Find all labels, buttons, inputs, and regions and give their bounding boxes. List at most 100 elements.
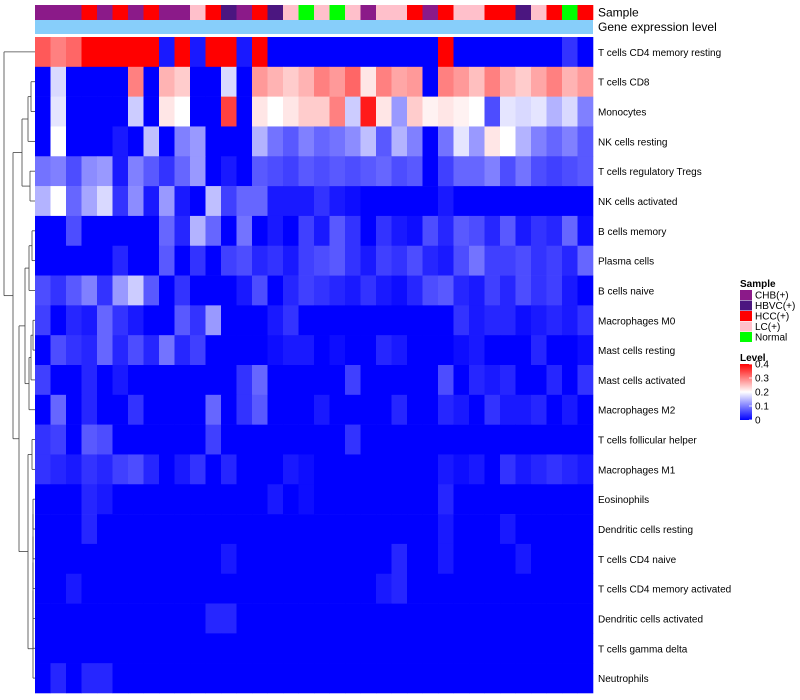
heatmap-cell <box>283 454 299 485</box>
heatmap-cell <box>469 66 485 97</box>
heatmap-cell <box>422 215 439 247</box>
sample-annotation-cell <box>469 5 485 20</box>
row-label: Dendritic cells resting <box>598 525 693 536</box>
heatmap-cell <box>407 96 423 127</box>
heatmap-cell <box>236 126 253 157</box>
heatmap-cell <box>205 603 222 634</box>
heatmap-cell <box>252 394 268 425</box>
heatmap-cell <box>35 365 51 396</box>
heatmap-cell <box>112 245 129 276</box>
heatmap-cell <box>453 305 470 336</box>
heatmap-cell <box>345 573 361 604</box>
heatmap-cell <box>329 186 346 217</box>
heatmap-cell <box>531 424 547 455</box>
heatmap-cell <box>360 66 377 97</box>
heatmap-cell <box>391 514 408 545</box>
sample-annotation-cell <box>360 5 377 20</box>
row-label: T cells CD4 naive <box>598 555 677 566</box>
row-label: B cells memory <box>598 227 666 238</box>
heatmap-cell <box>500 335 516 366</box>
sample-annotation-cell <box>531 5 547 20</box>
heatmap-cell <box>469 215 485 247</box>
heatmap-cell <box>531 454 547 485</box>
heatmap-cell <box>407 633 423 664</box>
heatmap-cell <box>97 603 113 634</box>
heatmap-cell <box>159 663 175 694</box>
heatmap-cell <box>159 305 175 336</box>
heatmap-cell <box>35 543 51 575</box>
heatmap-cell <box>252 66 268 97</box>
heatmap-cell <box>205 96 222 127</box>
heatmap-cell <box>190 633 206 664</box>
sample-legend-label: LC(+) <box>755 322 780 333</box>
heatmap-cell <box>438 365 454 396</box>
heatmap-cells <box>35 37 594 694</box>
heatmap-cell <box>190 37 206 68</box>
heatmap-cell <box>531 633 547 664</box>
heatmap-cell <box>422 663 439 694</box>
heatmap-cell <box>577 633 594 664</box>
heatmap-cell <box>562 275 578 306</box>
heatmap-cell <box>515 96 532 127</box>
heatmap-cell <box>50 215 67 247</box>
heatmap-cell <box>345 394 361 425</box>
heatmap-cell <box>376 573 392 604</box>
heatmap-cell <box>283 305 299 336</box>
heatmap-cell <box>174 66 191 97</box>
sample-annotation-cell <box>236 5 253 20</box>
heatmap-cell <box>159 126 175 157</box>
heatmap-cell <box>422 96 439 127</box>
sample-annotation-cell <box>267 5 284 20</box>
heatmap-cell <box>376 66 392 97</box>
sample-annotation-cell <box>376 5 392 20</box>
heatmap-cell <box>267 454 284 485</box>
heatmap-cell <box>438 215 454 247</box>
heatmap-cell <box>345 126 361 157</box>
heatmap-cell <box>174 96 191 127</box>
heatmap-cell <box>391 37 408 68</box>
heatmap-cell <box>345 335 361 366</box>
heatmap-cell <box>50 156 67 187</box>
sample-annotation-cell <box>221 5 237 20</box>
heatmap-cell <box>221 156 237 187</box>
heatmap-cell <box>221 543 237 575</box>
heatmap-cell <box>236 514 253 545</box>
heatmap-cell <box>159 275 175 306</box>
heatmap-cell <box>50 245 67 276</box>
heatmap-cell <box>267 365 284 396</box>
heatmap-cell <box>422 37 439 68</box>
heatmap-cell <box>314 603 330 634</box>
heatmap-cell <box>531 245 547 276</box>
heatmap-cell <box>50 633 67 664</box>
heatmap-cell <box>298 633 315 664</box>
heatmap-cell <box>438 454 454 485</box>
heatmap-cell <box>360 514 377 545</box>
heatmap-cell <box>500 156 516 187</box>
heatmap-cell <box>376 543 392 575</box>
heatmap-cell <box>66 186 82 217</box>
heatmap-cell <box>143 215 160 247</box>
heatmap-cell <box>112 365 129 396</box>
heatmap-cell <box>484 573 501 604</box>
heatmap-cell <box>500 126 516 157</box>
heatmap-cell <box>190 156 206 187</box>
heatmap-cell <box>484 543 501 575</box>
heatmap-cell <box>35 424 51 455</box>
heatmap-cell <box>407 37 423 68</box>
heatmap-cell <box>407 424 423 455</box>
row-label: Monocytes <box>598 108 646 119</box>
heatmap-cell <box>515 156 532 187</box>
heatmap-cell <box>112 424 129 455</box>
sample-annotation-cell <box>484 5 501 20</box>
heatmap-cell <box>577 305 594 336</box>
heatmap-cell <box>469 543 485 575</box>
heatmap-cell <box>143 186 160 217</box>
heatmap-cell <box>143 394 160 425</box>
heatmap-cell <box>112 156 129 187</box>
heatmap-cell <box>190 186 206 217</box>
heatmap-cell <box>267 66 284 97</box>
heatmap-cell <box>128 186 144 217</box>
sample-annotation-cell <box>515 5 532 20</box>
heatmap-cell <box>112 66 129 97</box>
heatmap-cell <box>35 484 51 515</box>
